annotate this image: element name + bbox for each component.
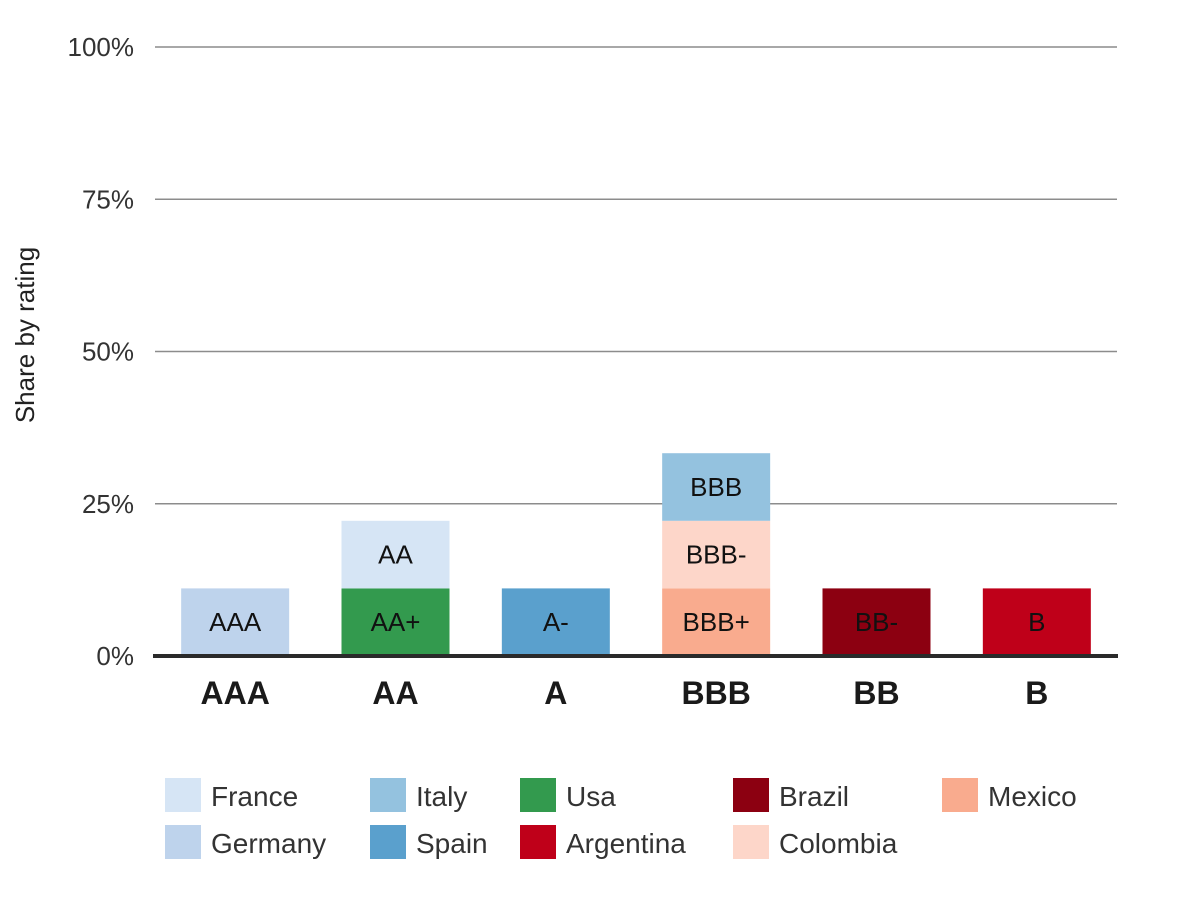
bar-segment-mexico xyxy=(662,588,771,656)
legend-label: Colombia xyxy=(779,828,898,859)
bar-segment-label: AA xyxy=(378,540,413,570)
grid xyxy=(155,46,1117,505)
y-axis-label: Share by rating xyxy=(10,247,40,423)
bars: AAA AA+ AA A- BBB+ BBB- BBB BB- B xyxy=(181,453,1091,656)
x-tick-label: AA xyxy=(372,675,418,711)
y-tick-label: 0% xyxy=(96,641,134,671)
legend-label: Germany xyxy=(211,828,326,859)
legend-swatch-france xyxy=(165,778,201,812)
bar-segment-label: A- xyxy=(543,607,569,637)
y-tick-label: 50% xyxy=(82,337,134,367)
legend-swatch-mexico xyxy=(942,778,978,812)
y-axis-ticks: 0% 25% 50% 75% 100% xyxy=(68,32,135,671)
legend-label: Argentina xyxy=(566,828,686,859)
x-tick-label: B xyxy=(1025,675,1048,711)
bar-segment-label: B xyxy=(1028,607,1045,637)
bar-segment-label: AA+ xyxy=(371,607,421,637)
legend-swatch-brazil xyxy=(733,778,769,812)
y-tick-label: 75% xyxy=(82,184,134,214)
bar-segment-label: AAA xyxy=(209,607,262,637)
legend-swatch-colombia xyxy=(733,825,769,859)
y-tick-label: 25% xyxy=(82,489,134,519)
y-tick-label: 100% xyxy=(68,32,135,62)
legend-swatch-usa xyxy=(520,778,556,812)
bar-segment-colombia xyxy=(662,520,771,589)
x-axis-ticks: AAA AA A BBB BB B xyxy=(201,675,1049,711)
bar-segment-usa xyxy=(341,588,450,656)
legend-label: Mexico xyxy=(988,781,1077,812)
bar-segment-label: BBB+ xyxy=(683,607,750,637)
bar-segment-spain xyxy=(501,588,610,656)
legend-label: Usa xyxy=(566,781,616,812)
legend-swatch-germany xyxy=(165,825,201,859)
bar-segment-france xyxy=(341,520,450,589)
bar-segment-label: BBB xyxy=(690,472,742,502)
legend-swatch-argentina xyxy=(520,825,556,859)
x-tick-label: BB xyxy=(853,675,899,711)
legend-swatch-italy xyxy=(370,778,406,812)
bar-segment-label: BB- xyxy=(855,607,898,637)
bar-segment-brazil xyxy=(822,588,931,656)
legend-label: Brazil xyxy=(779,781,849,812)
legend-label: Italy xyxy=(416,781,467,812)
legend-label: France xyxy=(211,781,298,812)
x-tick-label: A xyxy=(544,675,567,711)
x-tick-label: BBB xyxy=(682,675,751,711)
bar-segment-label: BBB- xyxy=(686,540,747,570)
bar-segment-italy xyxy=(662,453,771,521)
bar-segment-germany xyxy=(181,588,290,656)
legend-swatch-spain xyxy=(370,825,406,859)
legend: France Italy Usa Brazil Mexico Germany Spain Ar… xyxy=(165,778,1077,859)
legend-label: Spain xyxy=(416,828,488,859)
bar-segment-argentina xyxy=(982,588,1091,656)
x-tick-label: AAA xyxy=(201,675,270,711)
